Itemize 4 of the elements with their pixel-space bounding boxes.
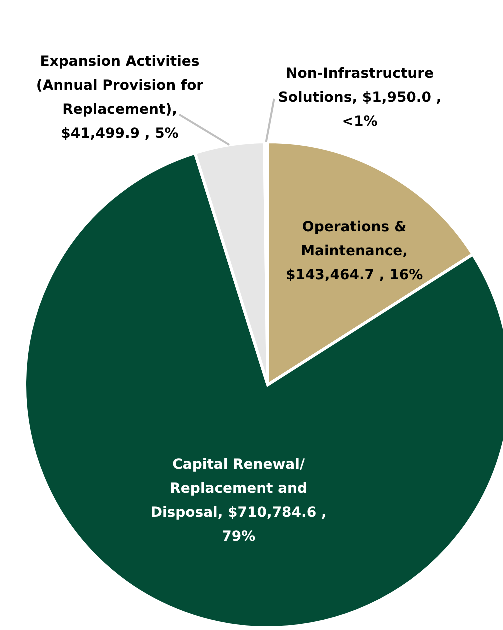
slice-label: Non-Infrastructure Solutions, $1,950.0 , <1%	[278, 66, 442, 130]
slice-label: Operations & Maintenance, $143,464.7 , 16%	[286, 219, 424, 284]
slice-label: Capital Renewal/Replacement and Disposal, $710,784.6 , 79%	[150, 456, 327, 545]
slice-label: Expansion Activities (Annual Provision for Replacement), $41,499.9 , 5%	[36, 54, 204, 142]
